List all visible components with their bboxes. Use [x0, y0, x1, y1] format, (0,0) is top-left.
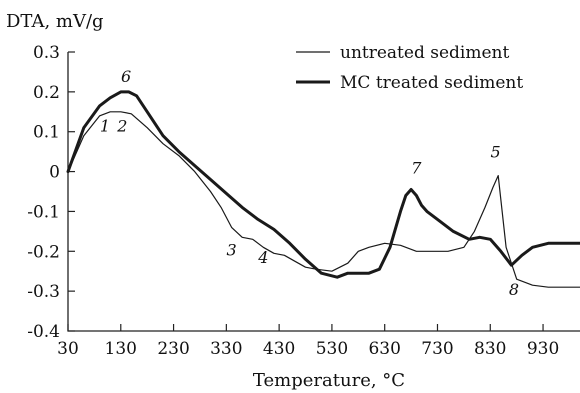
x-tick-label: 530 — [316, 339, 348, 359]
y-tick-label: -0.2 — [27, 242, 60, 262]
series-group — [66, 90, 580, 288]
y-tick-label: 0.1 — [33, 123, 60, 143]
x-tick-label: 830 — [474, 339, 506, 359]
y-axis-title: DTA, mV/g — [6, 11, 104, 32]
y-tick-label: -0.3 — [27, 282, 60, 302]
annotations-group: 1 2 6 3 4 7 5 8 — [100, 67, 519, 299]
x-axis-title: Temperature, °C — [253, 370, 405, 391]
peak-annotation: 8 — [509, 280, 519, 299]
x-tick-label: 630 — [368, 339, 400, 359]
peak-annotation: 1 — [100, 117, 110, 136]
y-tick-label: -0.1 — [27, 202, 60, 222]
legend-label-untreated: untreated sediment — [340, 43, 509, 63]
x-tick-label: 130 — [105, 339, 137, 359]
x-tick-label: 730 — [421, 339, 453, 359]
peak-annotation: 2 — [116, 117, 127, 136]
series-untreated-line — [67, 111, 580, 288]
ticks-group: 30 130 230 330 430 530 630 730 830 930 0.3 0.2 0.1 0 -… — [27, 43, 559, 359]
legend-label-mc-treated: MC treated sediment — [340, 73, 523, 93]
y-tick-label: 0.3 — [33, 43, 60, 63]
x-tick-label: 930 — [527, 339, 559, 359]
y-tick-label: 0.2 — [33, 83, 60, 103]
peak-annotation: 3 — [227, 240, 237, 259]
peak-annotation: 6 — [121, 67, 131, 86]
x-tick-label: 30 — [57, 339, 79, 359]
x-tick-label: 230 — [157, 339, 189, 359]
axes-group — [67, 52, 580, 332]
peak-annotation: 5 — [490, 143, 500, 162]
peak-annotation: 4 — [257, 248, 268, 267]
y-tick-label: -0.4 — [27, 322, 60, 342]
x-tick-label: 330 — [210, 339, 242, 359]
y-tick-label: 0 — [49, 163, 60, 183]
axis-frame — [67, 52, 580, 332]
series-mc-treated-line — [66, 90, 580, 279]
legend: untreated sediment MC treated sediment — [296, 43, 523, 93]
peak-annotation: 7 — [411, 159, 422, 178]
x-tick-label: 430 — [263, 339, 295, 359]
